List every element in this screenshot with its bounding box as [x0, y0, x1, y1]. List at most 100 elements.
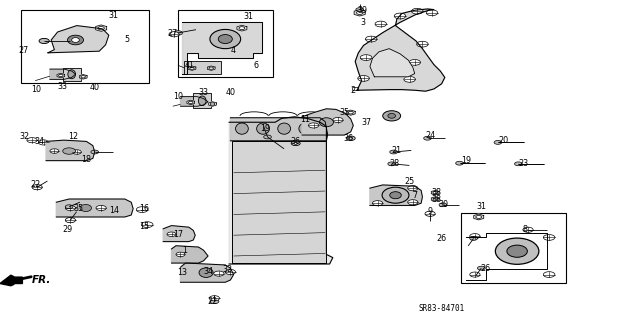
Circle shape [372, 201, 383, 206]
Text: 16: 16 [139, 204, 149, 213]
Text: 19: 19 [461, 156, 471, 165]
Circle shape [515, 162, 522, 166]
Polygon shape [209, 102, 216, 106]
Text: 12: 12 [68, 132, 79, 141]
Bar [21, 10, 149, 83]
Text: 11: 11 [300, 115, 310, 124]
Ellipse shape [80, 204, 92, 212]
Text: 35: 35 [339, 108, 349, 117]
Polygon shape [230, 118, 328, 141]
Text: 13: 13 [177, 268, 188, 277]
Ellipse shape [388, 113, 396, 118]
Circle shape [209, 67, 214, 69]
Polygon shape [355, 9, 445, 91]
Polygon shape [354, 10, 365, 16]
Circle shape [365, 36, 377, 42]
Ellipse shape [68, 35, 83, 45]
Text: SR83-84701: SR83-84701 [419, 304, 465, 313]
Polygon shape [229, 117, 333, 264]
Polygon shape [48, 26, 109, 53]
Circle shape [225, 269, 236, 275]
Polygon shape [172, 246, 208, 263]
Ellipse shape [199, 268, 213, 277]
Circle shape [27, 138, 37, 143]
Circle shape [348, 111, 353, 114]
Text: 7: 7 [412, 191, 417, 200]
Text: 25: 25 [404, 177, 415, 186]
Text: 33: 33 [58, 82, 68, 91]
Circle shape [417, 41, 428, 47]
Text: 21: 21 [392, 146, 402, 155]
Text: 40: 40 [225, 88, 236, 97]
Polygon shape [431, 190, 439, 195]
Circle shape [358, 76, 369, 81]
Circle shape [81, 76, 86, 78]
Text: 5: 5 [124, 35, 129, 44]
Circle shape [388, 162, 396, 166]
Polygon shape [431, 197, 439, 201]
Bar [178, 10, 273, 77]
Text: 31: 31 [109, 11, 119, 20]
Bar [63, 68, 81, 81]
Circle shape [408, 186, 418, 191]
Circle shape [426, 10, 438, 16]
Bar [232, 141, 326, 263]
Circle shape [210, 299, 219, 304]
Circle shape [394, 13, 406, 19]
Circle shape [426, 212, 435, 216]
Circle shape [477, 266, 485, 270]
Bar [184, 61, 221, 74]
Circle shape [494, 140, 502, 144]
Circle shape [210, 103, 215, 105]
Text: 22: 22 [207, 297, 218, 306]
Ellipse shape [349, 137, 353, 139]
Circle shape [176, 252, 185, 257]
Circle shape [39, 38, 49, 44]
Ellipse shape [72, 38, 79, 42]
Circle shape [433, 198, 438, 200]
Polygon shape [302, 109, 353, 135]
Circle shape [189, 67, 195, 69]
Polygon shape [207, 66, 215, 70]
Text: 31: 31 [243, 12, 253, 21]
Text: 27: 27 [19, 46, 29, 55]
Polygon shape [79, 75, 87, 79]
Text: 26: 26 [436, 234, 447, 243]
Circle shape [214, 271, 224, 276]
Circle shape [66, 218, 75, 222]
Text: 29: 29 [62, 225, 72, 234]
Circle shape [32, 185, 42, 190]
Text: 28: 28 [390, 159, 400, 168]
Polygon shape [50, 69, 76, 79]
Text: 18: 18 [81, 156, 92, 164]
Circle shape [470, 234, 480, 239]
Circle shape [412, 8, 423, 14]
Ellipse shape [390, 192, 401, 199]
Polygon shape [180, 263, 234, 282]
Text: FR.: FR. [32, 275, 51, 285]
Polygon shape [188, 66, 196, 70]
Polygon shape [182, 22, 262, 74]
Ellipse shape [319, 118, 333, 127]
Text: 39: 39 [358, 6, 368, 15]
Text: 10: 10 [31, 85, 42, 94]
Polygon shape [187, 100, 195, 105]
Circle shape [375, 21, 387, 27]
Text: 37: 37 [361, 118, 371, 127]
Circle shape [264, 135, 271, 139]
Text: 36: 36 [291, 137, 301, 146]
Text: 15: 15 [139, 222, 149, 231]
Circle shape [433, 191, 438, 194]
Circle shape [390, 150, 397, 154]
Text: 33: 33 [198, 88, 209, 97]
Text: 9: 9 [428, 207, 433, 216]
Text: 3: 3 [360, 18, 365, 27]
Circle shape [173, 31, 182, 35]
Text: 24: 24 [425, 132, 435, 140]
Text: 17: 17 [173, 230, 183, 239]
Circle shape [141, 222, 153, 228]
Ellipse shape [198, 96, 206, 106]
Circle shape [470, 236, 477, 240]
Ellipse shape [68, 70, 76, 79]
Circle shape [404, 76, 415, 82]
